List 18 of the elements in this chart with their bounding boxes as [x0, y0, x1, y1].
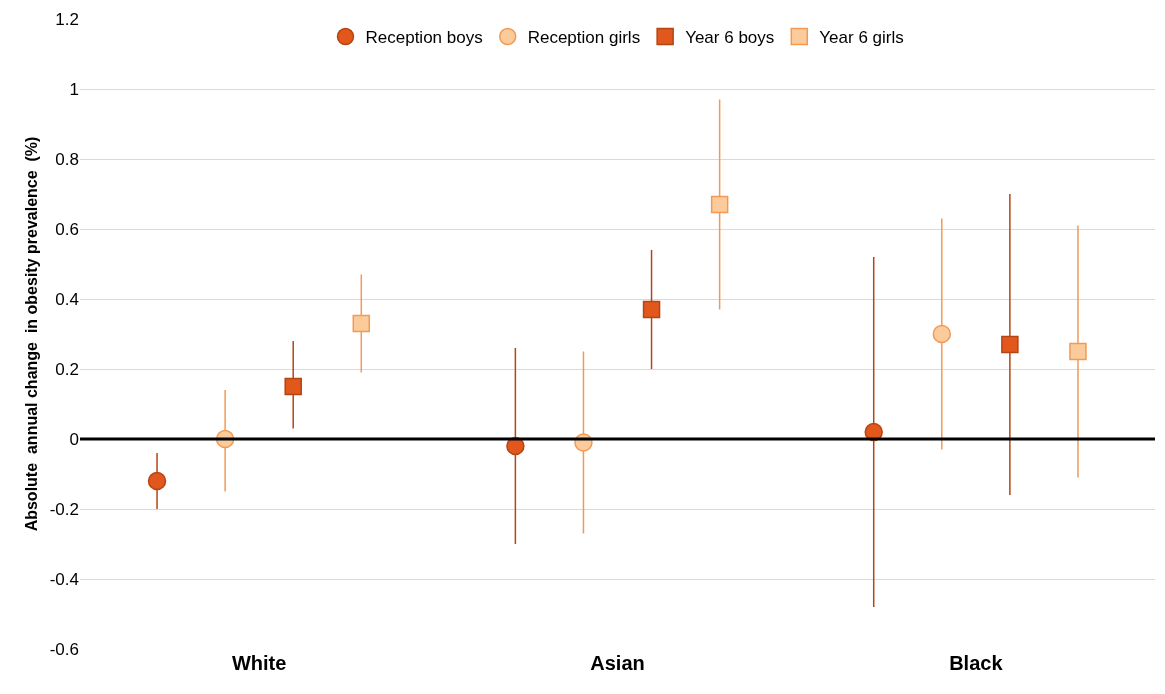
legend-label: Reception girls: [527, 28, 641, 48]
y-tick-label: -0.4: [49, 569, 79, 589]
y-tick-label: 1.2: [55, 9, 79, 29]
x-tick-label: Black: [949, 652, 1004, 674]
x-tick-label: Asian: [590, 652, 645, 674]
x-tick-label: White: [231, 652, 287, 674]
legend-label: Year 6 boys: [685, 28, 775, 48]
y-tick-label: 1: [69, 79, 79, 99]
y-axis-title: Absolute annual change in obesity prevalence (%): [22, 136, 40, 532]
legend-label: Year 6 girls: [819, 28, 904, 48]
y-tick-label: -0.2: [49, 499, 79, 519]
y-tick-label: -0.6: [49, 639, 79, 659]
y-tick-label: 0.2: [55, 359, 79, 379]
legend-label: Reception boys: [365, 28, 483, 48]
y-tick-label: 0: [69, 429, 79, 449]
y-tick-label: 0.6: [55, 219, 79, 239]
y-tick-label: 0.4: [55, 289, 79, 309]
y-tick-label: 0.8: [55, 149, 79, 169]
